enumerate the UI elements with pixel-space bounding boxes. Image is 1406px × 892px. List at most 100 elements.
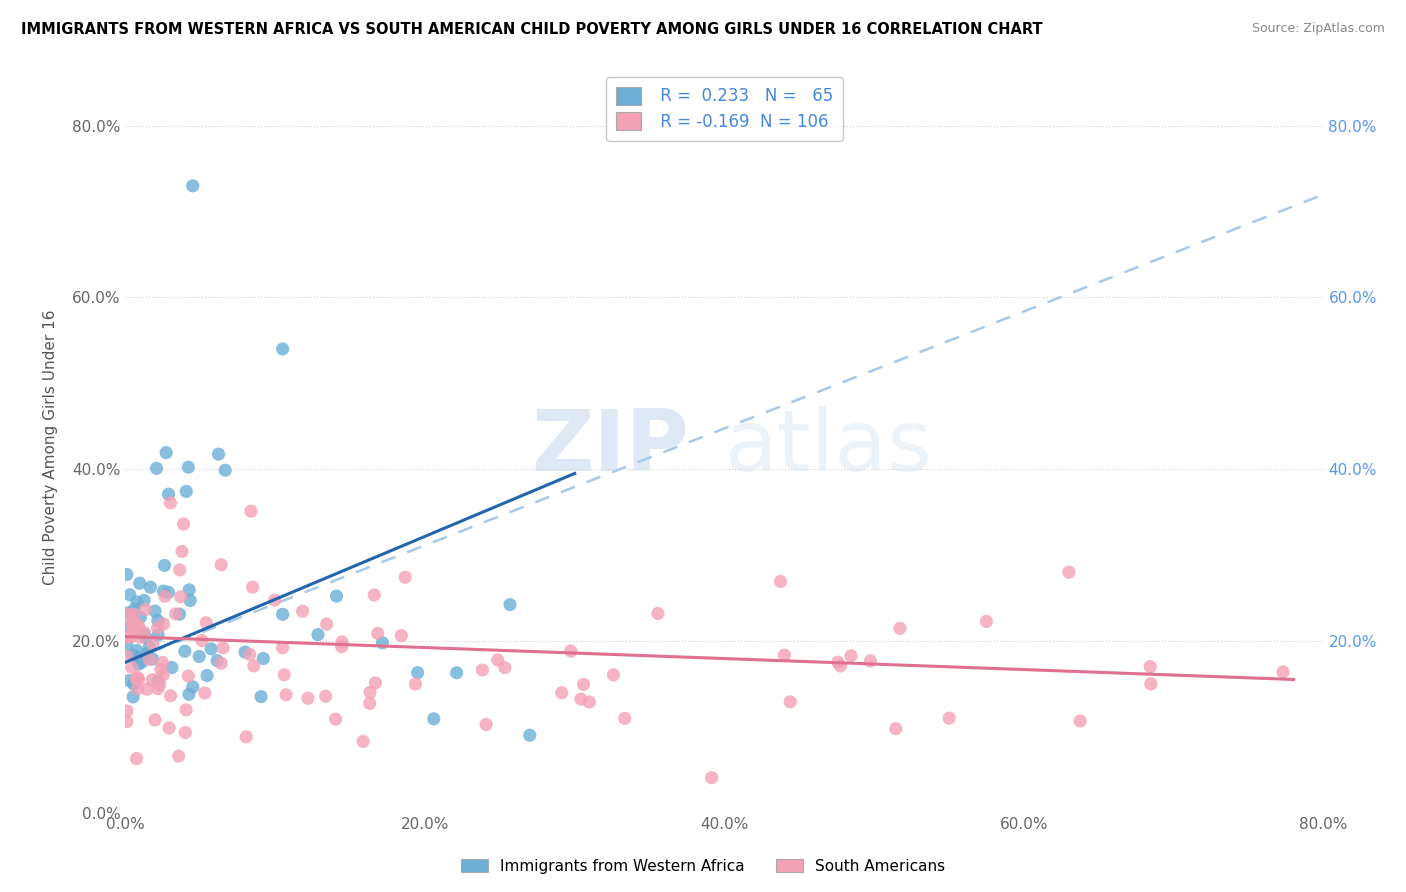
Point bbox=[613, 711, 636, 725]
Point bbox=[146, 621, 169, 635]
Point bbox=[572, 677, 595, 691]
Point bbox=[179, 593, 201, 607]
Point bbox=[121, 660, 143, 674]
Point bbox=[499, 598, 522, 612]
Point bbox=[146, 628, 169, 642]
Point bbox=[115, 630, 138, 644]
Point bbox=[127, 681, 149, 696]
Point bbox=[122, 690, 145, 704]
Point bbox=[181, 178, 204, 193]
Point bbox=[307, 627, 329, 641]
Point bbox=[132, 627, 155, 641]
Point bbox=[859, 654, 882, 668]
Point bbox=[135, 631, 157, 645]
Point bbox=[128, 673, 150, 687]
Point bbox=[889, 621, 911, 635]
Point bbox=[364, 676, 387, 690]
Point bbox=[274, 688, 297, 702]
Point bbox=[159, 496, 181, 510]
Point bbox=[169, 607, 191, 621]
Point bbox=[152, 584, 174, 599]
Point bbox=[152, 617, 174, 632]
Point bbox=[115, 649, 138, 664]
Point bbox=[214, 463, 236, 477]
Point bbox=[494, 660, 516, 674]
Point bbox=[115, 714, 138, 729]
Point bbox=[122, 648, 145, 662]
Text: ZIP: ZIP bbox=[531, 406, 689, 489]
Point bbox=[884, 722, 907, 736]
Point bbox=[173, 644, 195, 658]
Point bbox=[136, 646, 159, 660]
Legend:  R =  0.233   N =   65,  R = -0.169  N = 106: R = 0.233 N = 65, R = -0.169 N = 106 bbox=[606, 77, 842, 141]
Point bbox=[207, 447, 229, 461]
Point bbox=[406, 665, 429, 680]
Point bbox=[827, 655, 849, 669]
Point bbox=[569, 692, 592, 706]
Point bbox=[128, 576, 150, 591]
Point bbox=[132, 651, 155, 665]
Point bbox=[128, 657, 150, 671]
Point bbox=[976, 615, 998, 629]
Point bbox=[325, 712, 347, 726]
Point bbox=[212, 640, 235, 655]
Point bbox=[195, 615, 218, 630]
Point bbox=[363, 588, 385, 602]
Point bbox=[177, 460, 200, 475]
Point bbox=[124, 602, 146, 616]
Point bbox=[446, 665, 468, 680]
Point bbox=[1271, 665, 1294, 679]
Point bbox=[271, 342, 294, 356]
Point bbox=[560, 644, 582, 658]
Point bbox=[359, 685, 381, 699]
Point bbox=[118, 588, 141, 602]
Point bbox=[240, 504, 263, 518]
Y-axis label: Child Poverty Among Girls Under 16: Child Poverty Among Girls Under 16 bbox=[44, 310, 58, 585]
Point bbox=[191, 633, 214, 648]
Point bbox=[325, 589, 347, 603]
Point bbox=[121, 617, 143, 632]
Point bbox=[471, 663, 494, 677]
Point bbox=[170, 544, 193, 558]
Point bbox=[149, 663, 172, 677]
Point bbox=[129, 610, 152, 624]
Point bbox=[271, 640, 294, 655]
Point bbox=[359, 697, 381, 711]
Point bbox=[159, 689, 181, 703]
Point bbox=[165, 607, 187, 621]
Point bbox=[141, 673, 163, 687]
Point bbox=[160, 660, 183, 674]
Point bbox=[389, 629, 412, 643]
Point bbox=[179, 582, 201, 597]
Point bbox=[115, 638, 138, 652]
Point bbox=[177, 687, 200, 701]
Point bbox=[152, 668, 174, 682]
Point bbox=[773, 648, 796, 663]
Point bbox=[124, 677, 146, 691]
Point bbox=[170, 590, 193, 604]
Point bbox=[291, 604, 314, 618]
Point bbox=[330, 635, 353, 649]
Point bbox=[352, 734, 374, 748]
Legend: Immigrants from Western Africa, South Americans: Immigrants from Western Africa, South Am… bbox=[454, 853, 952, 880]
Point bbox=[700, 771, 723, 785]
Point bbox=[117, 619, 139, 633]
Point bbox=[125, 751, 148, 765]
Point bbox=[475, 717, 498, 731]
Point bbox=[1140, 677, 1163, 691]
Point bbox=[153, 589, 176, 603]
Point bbox=[122, 624, 145, 639]
Point bbox=[176, 484, 198, 499]
Point bbox=[143, 604, 166, 618]
Point bbox=[174, 703, 197, 717]
Point bbox=[271, 607, 294, 622]
Point bbox=[200, 641, 222, 656]
Point bbox=[367, 626, 389, 640]
Point bbox=[131, 655, 153, 669]
Point bbox=[181, 680, 204, 694]
Point bbox=[423, 712, 446, 726]
Point bbox=[602, 668, 624, 682]
Point bbox=[209, 558, 232, 572]
Point bbox=[205, 654, 228, 668]
Point bbox=[167, 749, 190, 764]
